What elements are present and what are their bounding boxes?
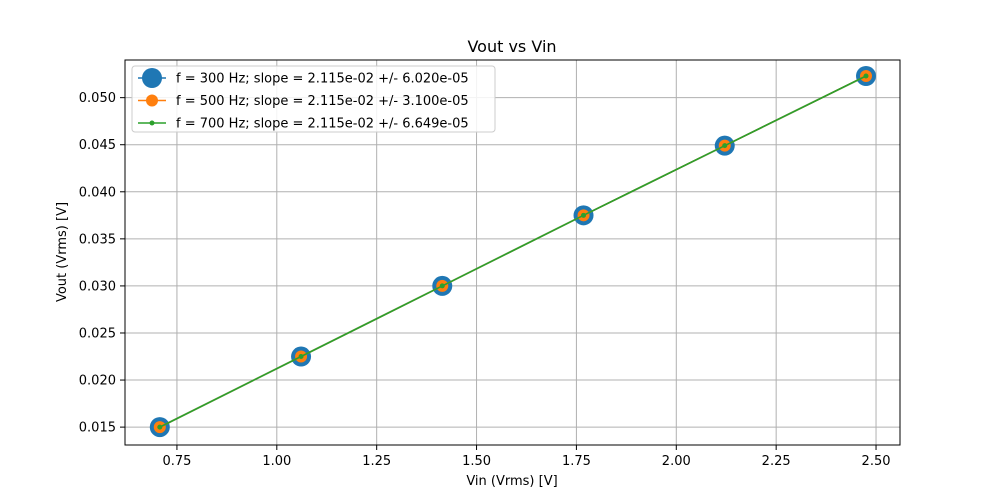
y-tick-label: 0.035 bbox=[79, 232, 116, 247]
x-tick-label: 1.75 bbox=[562, 454, 591, 469]
series-3 bbox=[157, 73, 869, 430]
y-tick-label: 0.050 bbox=[79, 91, 116, 106]
legend-label-1: f = 300 Hz; slope = 2.115e-02 +/- 6.020e… bbox=[176, 72, 469, 87]
legend-label-2: f = 500 Hz; slope = 2.115e-02 +/- 3.100e… bbox=[176, 94, 469, 109]
series-3-point bbox=[722, 143, 728, 149]
x-axis-label: Vin (Vrms) [V] bbox=[466, 474, 557, 489]
legend-box bbox=[131, 65, 496, 133]
y-axis-ticks: 0.015 0.020 0.025 0.030 0.035 0.040 0.045 0.050 bbox=[79, 91, 125, 436]
x-tick-label: 1.00 bbox=[262, 454, 291, 469]
chart-title: Vout vs Vin bbox=[467, 37, 556, 56]
series-3-line bbox=[159, 75, 867, 428]
y-tick-label: 0.015 bbox=[79, 421, 116, 436]
series-3-point bbox=[157, 424, 163, 430]
y-axis-label: Vout (Vrms) [V] bbox=[55, 202, 70, 302]
x-tick-label: 2.25 bbox=[762, 454, 791, 469]
data-series bbox=[149, 66, 877, 438]
legend-marker-3 bbox=[149, 120, 155, 126]
legend-label-3: f = 700 Hz; slope = 2.115e-02 +/- 6.649e… bbox=[176, 117, 469, 132]
y-tick-label: 0.025 bbox=[79, 326, 116, 341]
grid-lines bbox=[125, 60, 900, 445]
x-tick-label: 2.50 bbox=[862, 454, 891, 469]
x-tick-label: 2.00 bbox=[662, 454, 691, 469]
series-3-point bbox=[863, 73, 869, 79]
series-3-point bbox=[581, 212, 587, 218]
x-axis-ticks: 0.75 1.00 1.25 1.50 1.75 2.00 2.25 2.50 bbox=[162, 445, 891, 469]
x-tick-label: 1.25 bbox=[362, 454, 391, 469]
legend: f = 300 Hz; slope = 2.115e-02 +/- 6.020e… bbox=[131, 65, 496, 133]
series-3-point bbox=[298, 354, 304, 360]
legend-marker-2 bbox=[146, 94, 158, 107]
plot-frame bbox=[124, 59, 901, 446]
x-tick-label: 0.75 bbox=[162, 454, 191, 469]
series-3-point bbox=[439, 283, 445, 289]
y-tick-label: 0.030 bbox=[79, 279, 116, 294]
y-tick-label: 0.045 bbox=[79, 138, 116, 153]
y-tick-label: 0.040 bbox=[79, 185, 116, 200]
y-tick-label: 0.020 bbox=[79, 374, 116, 389]
legend-marker-1 bbox=[142, 68, 162, 88]
x-tick-label: 1.50 bbox=[462, 454, 491, 469]
